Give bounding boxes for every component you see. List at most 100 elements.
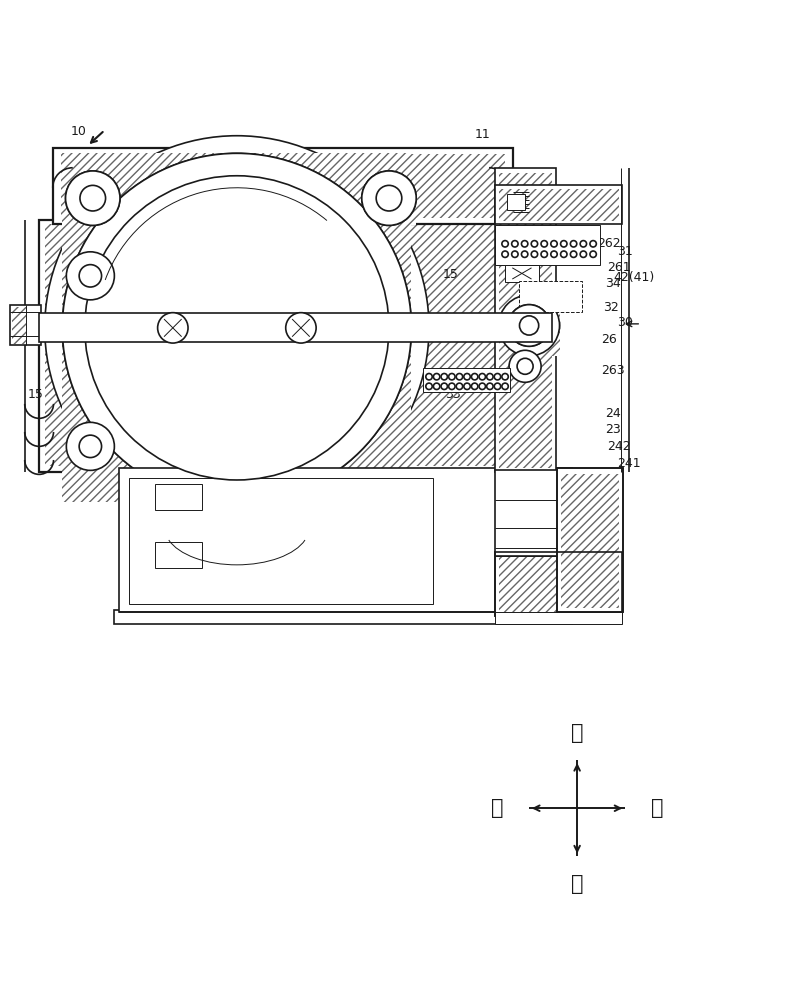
Circle shape: [448, 383, 455, 390]
Circle shape: [541, 251, 548, 257]
Circle shape: [441, 383, 448, 390]
Bar: [520, 281, 582, 312]
Circle shape: [551, 251, 557, 257]
Circle shape: [479, 374, 485, 380]
Text: 17: 17: [165, 371, 180, 384]
Text: 23: 23: [606, 423, 621, 436]
Circle shape: [502, 374, 508, 380]
Circle shape: [509, 350, 541, 382]
Bar: [561, 474, 619, 608]
Bar: [423, 368, 510, 392]
Circle shape: [502, 383, 508, 390]
Circle shape: [521, 241, 528, 247]
Circle shape: [551, 241, 557, 247]
Circle shape: [499, 295, 560, 356]
Circle shape: [433, 374, 439, 380]
Circle shape: [63, 153, 411, 502]
Circle shape: [502, 241, 508, 247]
Circle shape: [441, 374, 448, 380]
Circle shape: [508, 305, 550, 346]
Circle shape: [570, 251, 577, 257]
Bar: [156, 484, 201, 510]
Circle shape: [580, 251, 586, 257]
Circle shape: [479, 383, 485, 390]
Bar: [156, 542, 201, 568]
Circle shape: [512, 241, 518, 247]
Text: 17: 17: [297, 371, 313, 384]
Text: 21: 21: [469, 492, 484, 505]
Circle shape: [63, 153, 411, 502]
Text: 262: 262: [597, 237, 621, 250]
Circle shape: [456, 383, 463, 390]
Text: 18: 18: [258, 497, 274, 510]
Circle shape: [456, 374, 463, 380]
Circle shape: [499, 295, 560, 356]
Circle shape: [85, 176, 389, 480]
Bar: [496, 552, 622, 616]
Bar: [61, 154, 505, 218]
Bar: [12, 307, 26, 344]
Bar: [53, 148, 513, 224]
Bar: [557, 468, 623, 612]
Circle shape: [487, 374, 493, 380]
Text: 30: 30: [618, 316, 633, 329]
Circle shape: [426, 383, 432, 390]
Circle shape: [79, 435, 102, 458]
Circle shape: [494, 383, 500, 390]
Circle shape: [79, 265, 102, 287]
Circle shape: [521, 251, 528, 257]
Circle shape: [158, 313, 188, 343]
Bar: [499, 295, 560, 356]
Circle shape: [362, 171, 416, 225]
Circle shape: [494, 374, 500, 380]
Bar: [496, 168, 556, 472]
Circle shape: [508, 305, 550, 346]
Text: 35: 35: [471, 373, 487, 386]
Text: 24: 24: [606, 407, 621, 420]
Circle shape: [487, 383, 493, 390]
Bar: [505, 265, 539, 282]
Circle shape: [590, 251, 597, 257]
Bar: [39, 313, 552, 342]
Circle shape: [520, 316, 539, 335]
Bar: [119, 468, 572, 612]
Circle shape: [362, 171, 416, 225]
Text: 10: 10: [71, 125, 87, 138]
Text: 15: 15: [443, 268, 459, 281]
Text: 上: 上: [571, 723, 583, 743]
Bar: [499, 556, 619, 614]
Text: 263: 263: [602, 364, 625, 377]
Circle shape: [561, 251, 567, 257]
Text: 15: 15: [28, 388, 44, 401]
Text: 33: 33: [445, 388, 461, 401]
Text: 12: 12: [274, 192, 290, 205]
Bar: [66, 171, 120, 225]
Text: 242: 242: [607, 440, 630, 453]
Text: 20: 20: [95, 470, 111, 483]
Text: 241: 241: [618, 457, 641, 470]
Circle shape: [580, 241, 586, 247]
Text: 42(41): 42(41): [614, 271, 654, 284]
Bar: [115, 610, 573, 624]
Bar: [496, 612, 622, 624]
Circle shape: [512, 251, 518, 257]
Text: 右: 右: [651, 798, 663, 818]
Bar: [496, 470, 622, 556]
Text: 26: 26: [602, 333, 617, 346]
Text: 31: 31: [618, 245, 633, 258]
Circle shape: [464, 383, 470, 390]
Circle shape: [531, 241, 537, 247]
Circle shape: [570, 241, 577, 247]
Bar: [499, 189, 619, 221]
Bar: [496, 185, 622, 224]
Circle shape: [464, 374, 470, 380]
Circle shape: [67, 422, 115, 470]
Text: 22: 22: [520, 492, 535, 505]
Circle shape: [517, 358, 533, 374]
Bar: [362, 171, 416, 225]
Bar: [508, 194, 525, 210]
Text: 左: 左: [491, 798, 504, 818]
Circle shape: [448, 374, 455, 380]
Text: 14: 14: [330, 192, 346, 205]
Circle shape: [80, 185, 106, 211]
